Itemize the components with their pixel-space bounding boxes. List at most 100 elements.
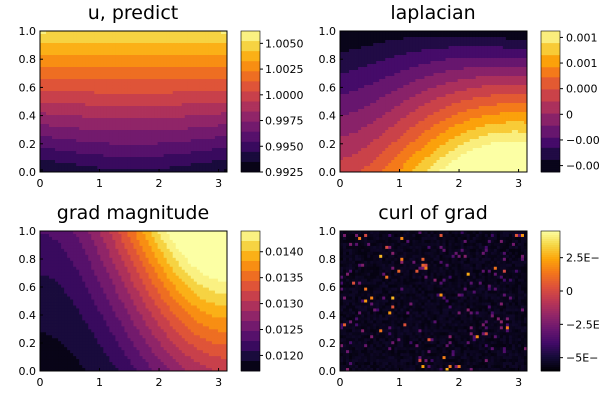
colorbar-segment — [241, 35, 260, 38]
heatmap-cell — [187, 34, 192, 38]
heatmap-cell — [73, 127, 77, 131]
heatmap-cell — [463, 34, 468, 38]
heatmap-cell — [184, 127, 189, 131]
heatmap-cell — [463, 103, 468, 107]
heatmap-cell — [199, 37, 204, 41]
heatmap-cell — [67, 46, 71, 50]
heatmap-cell — [343, 49, 347, 53]
heatmap-cell — [355, 64, 359, 68]
heatmap-cell — [160, 79, 165, 83]
heatmap-cell — [112, 70, 116, 74]
heatmap-cell — [430, 61, 434, 65]
heatmap-cell — [394, 154, 398, 158]
heatmap-cell — [214, 112, 219, 116]
heatmap-cell — [127, 130, 131, 134]
heatmap-cell — [217, 88, 222, 92]
heatmap-cell — [181, 49, 186, 53]
heatmap-cell — [427, 106, 431, 110]
heatmap-cell — [214, 139, 219, 143]
heatmap-cell — [67, 106, 71, 110]
heatmap-cell — [88, 139, 92, 143]
heatmap-cell — [454, 64, 459, 68]
heatmap-cell — [400, 49, 404, 53]
heatmap-cell — [412, 145, 416, 149]
heatmap-cell — [67, 121, 71, 125]
heatmap-cell — [409, 76, 413, 80]
heatmap-cell — [73, 31, 77, 35]
heatmap-cell — [157, 142, 162, 146]
heatmap-cell — [76, 112, 80, 116]
heatmap-cell — [148, 55, 152, 59]
heatmap-cell — [391, 139, 395, 143]
heatmap-cell — [187, 64, 192, 68]
heatmap-cell — [124, 97, 128, 101]
heatmap-cell — [178, 49, 183, 53]
heatmap-cell — [163, 151, 168, 155]
heatmap-cell — [70, 121, 74, 125]
heatmap-cell — [463, 145, 468, 149]
heatmap-cell — [388, 88, 392, 92]
heatmap-cell — [130, 40, 134, 44]
heatmap-cell — [394, 31, 398, 35]
heatmap-cell — [433, 142, 437, 146]
heatmap-cell — [82, 127, 86, 131]
heatmap-cell — [91, 34, 95, 38]
heatmap-cell — [133, 34, 137, 38]
heatmap-cell — [136, 58, 140, 62]
heatmap-cell — [421, 91, 425, 95]
colorbar-segment — [241, 149, 260, 153]
heatmap-cell — [424, 94, 428, 98]
heatmap-cell — [124, 148, 128, 152]
heatmap-cell — [424, 52, 428, 56]
heatmap-cell — [394, 58, 398, 62]
heatmap-cell — [64, 139, 68, 143]
heatmap-cell — [49, 121, 53, 125]
heatmap-cell — [355, 166, 359, 170]
heatmap-cell — [217, 154, 222, 158]
heatmap-cell — [403, 130, 407, 134]
heatmap-cell — [376, 34, 380, 38]
heatmap-cell — [160, 34, 165, 38]
heatmap-cell — [55, 166, 59, 170]
heatmap-cell — [172, 139, 177, 143]
heatmap-cell — [100, 124, 104, 128]
heatmap-cell — [85, 37, 89, 41]
heatmap-cell — [67, 55, 71, 59]
heatmap-cell — [85, 121, 89, 125]
heatmap-cell — [121, 166, 125, 170]
heatmap-cell — [76, 40, 80, 44]
heatmap-cell — [148, 58, 152, 62]
heatmap-cell — [457, 139, 462, 143]
heatmap-cell — [340, 40, 344, 44]
heatmap-cell — [379, 73, 383, 77]
heatmap-cell — [352, 139, 356, 143]
heatmap-cell — [169, 103, 174, 107]
heatmap-cell — [58, 169, 62, 173]
heatmap-cell — [73, 73, 77, 77]
heatmap-cell — [58, 118, 62, 122]
heatmap-cell — [217, 34, 222, 38]
heatmap-cell — [430, 79, 434, 83]
heatmap-cell — [367, 109, 371, 113]
heatmap-cell — [379, 106, 383, 110]
heatmap-cell — [403, 157, 407, 161]
heatmap-cell — [106, 154, 110, 158]
heatmap-cell — [343, 43, 347, 47]
heatmap-cell — [106, 85, 110, 89]
heatmap-cell — [340, 37, 344, 41]
heatmap-cell — [382, 34, 386, 38]
heatmap-cell — [154, 34, 159, 38]
heatmap-cell — [100, 148, 104, 152]
heatmap-cell — [217, 55, 222, 59]
heatmap-cell — [175, 55, 180, 59]
heatmap-cell — [397, 142, 401, 146]
heatmap-cell — [415, 136, 419, 140]
heatmap-cell — [40, 136, 44, 140]
heatmap-cell — [187, 82, 192, 86]
heatmap-cell — [82, 61, 86, 65]
heatmap-cell — [460, 160, 465, 164]
heatmap-cell — [370, 124, 374, 128]
heatmap-cell — [97, 145, 101, 149]
heatmap-cell — [370, 100, 374, 104]
heatmap-cell — [430, 55, 434, 59]
